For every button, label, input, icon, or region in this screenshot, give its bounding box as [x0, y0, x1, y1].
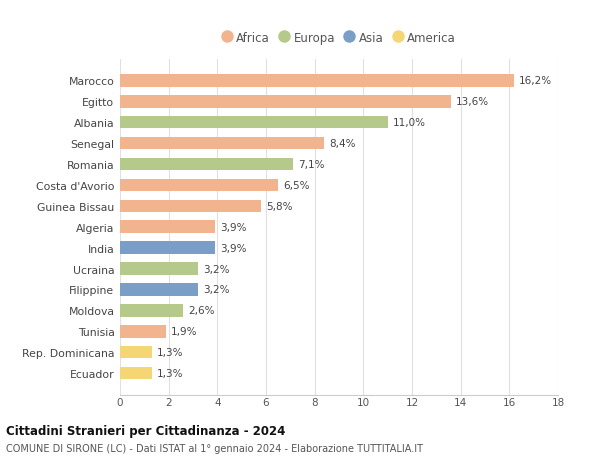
- Text: 7,1%: 7,1%: [298, 160, 324, 170]
- Bar: [120, 221, 215, 234]
- Text: 5,8%: 5,8%: [266, 202, 293, 211]
- Text: 11,0%: 11,0%: [392, 118, 425, 128]
- Text: 1,3%: 1,3%: [157, 368, 183, 378]
- Bar: [120, 179, 278, 192]
- Bar: [120, 96, 451, 108]
- Bar: [120, 367, 152, 380]
- Bar: [120, 138, 325, 150]
- Bar: [120, 75, 514, 87]
- Bar: [120, 284, 198, 296]
- Bar: [120, 117, 388, 129]
- Text: 3,9%: 3,9%: [220, 243, 246, 253]
- Text: 16,2%: 16,2%: [519, 76, 552, 86]
- Text: 13,6%: 13,6%: [456, 97, 489, 107]
- Text: 3,2%: 3,2%: [203, 264, 229, 274]
- Bar: [120, 158, 293, 171]
- Text: 3,9%: 3,9%: [220, 222, 246, 232]
- Text: 2,6%: 2,6%: [188, 306, 215, 316]
- Text: COMUNE DI SIRONE (LC) - Dati ISTAT al 1° gennaio 2024 - Elaborazione TUTTITALIA.: COMUNE DI SIRONE (LC) - Dati ISTAT al 1°…: [6, 443, 423, 453]
- Legend: Africa, Europa, Asia, America: Africa, Europa, Asia, America: [217, 27, 461, 50]
- Text: 3,2%: 3,2%: [203, 285, 229, 295]
- Text: Cittadini Stranieri per Cittadinanza - 2024: Cittadini Stranieri per Cittadinanza - 2…: [6, 424, 286, 437]
- Bar: [120, 325, 166, 338]
- Text: 8,4%: 8,4%: [329, 139, 356, 149]
- Text: 1,9%: 1,9%: [171, 326, 197, 336]
- Bar: [120, 346, 152, 358]
- Bar: [120, 242, 215, 254]
- Text: 1,3%: 1,3%: [157, 347, 183, 358]
- Bar: [120, 263, 198, 275]
- Bar: [120, 200, 261, 213]
- Bar: [120, 304, 183, 317]
- Text: 6,5%: 6,5%: [283, 180, 310, 190]
